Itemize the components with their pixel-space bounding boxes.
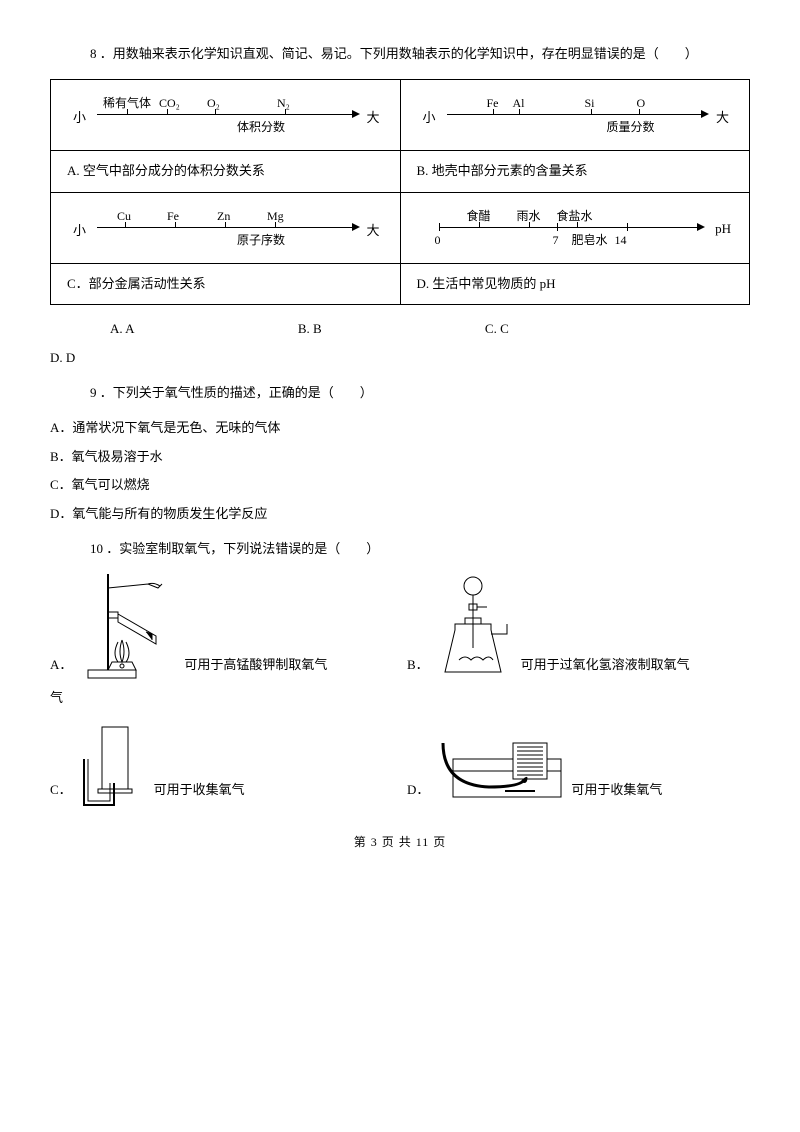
axis-item: 食盐水 bbox=[557, 207, 593, 226]
axis-item: Si bbox=[585, 94, 595, 113]
axis-sublabel: 体积分数 bbox=[237, 118, 285, 137]
axis-item: N₂ bbox=[277, 94, 290, 113]
q8-cell-c-desc: C．部分金属活动性关系 bbox=[51, 263, 401, 305]
q8-cell-a-desc: A. 空气中部分成分的体积分数关系 bbox=[51, 150, 401, 192]
axis-item: 肥皂水 bbox=[572, 231, 608, 250]
q8-stem: 8 ．用数轴来表示化学知识直观、简记、易记。下列用数轴表示的化学知识中，存在明显… bbox=[90, 44, 750, 65]
axis-right: 大 bbox=[366, 108, 379, 129]
axis-left: 小 bbox=[423, 108, 436, 129]
q8-cell-b-desc: B. 地壳中部分元素的含量关系 bbox=[400, 150, 750, 192]
axis-end: 14 bbox=[615, 231, 627, 250]
q10-option-d[interactable]: D． 可用于收集氧气 bbox=[407, 729, 750, 809]
q8-option-c[interactable]: C. C bbox=[485, 319, 509, 340]
axis-right: 大 bbox=[366, 221, 379, 242]
axis-start: 0 bbox=[435, 231, 441, 250]
q9-option-b[interactable]: B．氧气极易溶于水 bbox=[50, 447, 750, 468]
option-letter: D． bbox=[407, 780, 429, 801]
q9-option-d[interactable]: D．氧气能与所有的物质发生化学反应 bbox=[50, 504, 750, 525]
q8-option-d[interactable]: D. D bbox=[50, 348, 750, 369]
q8-options: A. A B. B C. C D. D bbox=[50, 319, 750, 369]
q10-option-a[interactable]: A． 可用于高锰酸钾制取氧气 bbox=[50, 574, 393, 684]
option-caption: 可用于收集氧气 bbox=[571, 780, 662, 801]
option-letter: B． bbox=[407, 655, 429, 676]
q8-option-a[interactable]: A. A bbox=[110, 319, 135, 340]
axis-mid: 7 bbox=[553, 231, 559, 250]
q8-option-b[interactable]: B. B bbox=[298, 319, 322, 340]
option-letter: C． bbox=[50, 780, 72, 801]
axis-left: 小 bbox=[73, 108, 86, 129]
axis-right-label: pH bbox=[715, 219, 731, 240]
page-footer: 第 3 页 共 11 页 bbox=[50, 833, 750, 852]
axis-item: Zn bbox=[217, 207, 230, 226]
q9-option-a[interactable]: A．通常状况下氧气是无色、无味的气体 bbox=[50, 418, 750, 439]
q8-cell-c-axis: 小 Cu Fe Zn Mg 大 原子序数 bbox=[51, 192, 401, 263]
apparatus-upward-collection-icon bbox=[78, 719, 148, 809]
q8-cell-d-axis: 食醋 雨水 食盐水 0 7 肥皂水 14 pH bbox=[400, 192, 750, 263]
axis-item: CO₂ bbox=[159, 94, 180, 113]
option-letter: A． bbox=[50, 655, 72, 676]
axis-item: O₂ bbox=[207, 94, 220, 113]
q10-options: A． 可用于高锰酸钾制取氧气 B． bbox=[50, 574, 750, 809]
q9-stem: 9 ．下列关于氧气性质的描述，正确的是（ ） bbox=[90, 383, 750, 404]
axis-item: Cu bbox=[117, 207, 131, 226]
q10-option-b[interactable]: B． 可用于过氧化氢溶液制取氧气 bbox=[407, 574, 750, 684]
option-caption: 可用于高锰酸钾制取氧气 bbox=[184, 655, 327, 676]
q10-stem: 10 ．实验室制取氧气，下列说法错误的是（ ） bbox=[90, 539, 750, 560]
axis-left: 小 bbox=[73, 221, 86, 242]
q8-table: 小 稀有气体 CO₂ O₂ N₂ 大 体积分数 小 Fe Al Si O 大 bbox=[50, 79, 750, 306]
option-caption: 可用于收集氧气 bbox=[154, 780, 245, 801]
axis-item: Fe bbox=[167, 207, 179, 226]
q10-option-c[interactable]: C． 可用于收集氧气 bbox=[50, 719, 393, 809]
apparatus-water-collection-icon bbox=[435, 729, 565, 809]
axis-right: 大 bbox=[716, 108, 729, 129]
q9-option-c[interactable]: C．氧气可以燃烧 bbox=[50, 475, 750, 496]
apparatus-flask-funnel-icon bbox=[435, 574, 515, 684]
axis-sublabel: 质量分数 bbox=[607, 118, 655, 137]
q10-option-a-tail: 气 bbox=[50, 688, 750, 709]
q8-cell-b-axis: 小 Fe Al Si O 大 质量分数 bbox=[400, 79, 750, 150]
apparatus-heating-tube-icon bbox=[78, 574, 178, 684]
q8-cell-a-axis: 小 稀有气体 CO₂ O₂ N₂ 大 体积分数 bbox=[51, 79, 401, 150]
axis-sublabel: 原子序数 bbox=[237, 231, 285, 250]
q8-cell-d-desc: D. 生活中常见物质的 pH bbox=[400, 263, 750, 305]
option-caption: 可用于过氧化氢溶液制取氧气 bbox=[521, 655, 690, 676]
